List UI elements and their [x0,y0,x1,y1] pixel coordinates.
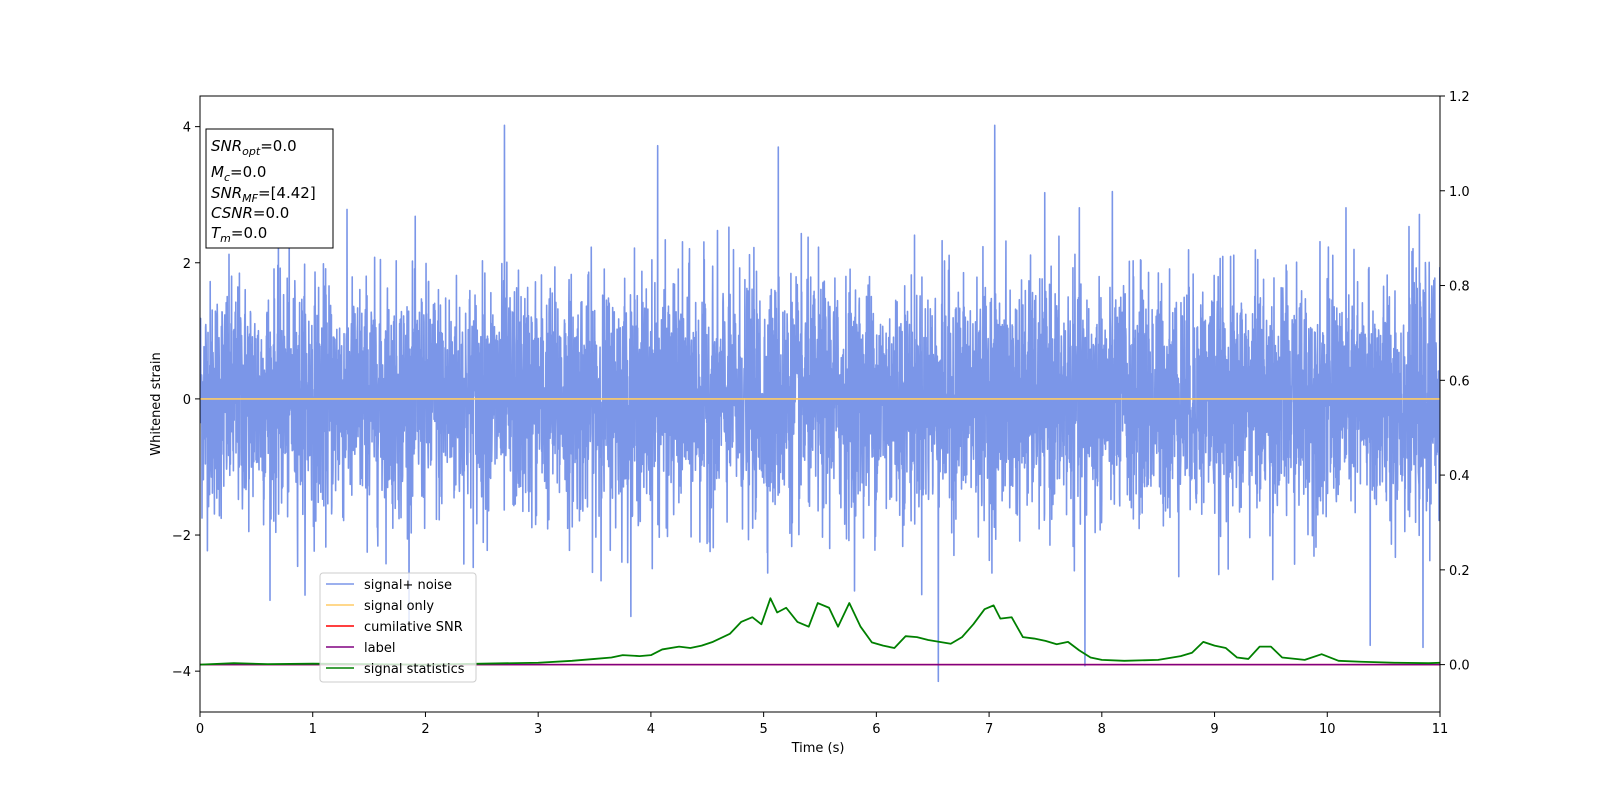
info-mc-value: =0.0 [230,163,266,181]
info-box-frame [205,128,334,249]
info-snr-mf-base: SNR [211,184,242,202]
legend-label-signal-statistics: signal statistics [364,662,465,677]
info-csnr-value: =0.0 [253,204,289,222]
info-csnr-base: CSNR [211,204,253,222]
legend-label-label: label [364,641,395,656]
x-tick-label: 3 [534,722,542,737]
info-snr-opt-sub: opt [242,145,261,158]
y2-tick-label: 0.4 [1449,469,1470,484]
y-axis-label: Whitened strain [149,352,164,455]
info-tm-value: =0.0 [231,224,267,242]
x-axis-label: Time (s) [791,741,845,756]
y2-tick-label: 1.2 [1449,90,1470,105]
x-tick-label: 8 [1098,722,1106,737]
x-tick-label: 0 [196,722,204,737]
x-axis-ticks: 0 1 2 3 4 5 6 7 8 9 10 11 [196,712,1448,737]
y-tick-label: 0 [183,393,191,408]
x-tick-label: 6 [872,722,880,737]
y2-tick-label: 0.0 [1449,659,1470,674]
y2-tick-label: 0.6 [1449,374,1470,389]
y-tick-label: 2 [183,257,191,272]
signal-statistics-line [200,597,1440,666]
x-tick-label: 1 [309,722,317,737]
x-tick-label: 4 [647,722,655,737]
plot-frame [199,95,1441,713]
y2-tick-label: 0.8 [1449,280,1470,295]
y2-tick-label: 1.0 [1449,185,1470,200]
info-csnr: CSNR=0.0 [211,204,289,222]
info-tm: Tm=0.0 [211,224,267,245]
y-tick-label: −2 [172,529,191,544]
info-snr-opt: SNRopt=0.0 [211,137,297,158]
info-snr-mf: SNRMF=[4.42] [211,184,316,205]
x-tick-label: 7 [985,722,993,737]
y2-axis-ticks: 1.2 1.0 0.8 0.6 0.4 0.2 0.0 [1440,90,1470,674]
x-tick-label: 5 [759,722,767,737]
legend-label-signal-only: signal only [364,599,434,614]
info-mc-base: M [211,163,224,181]
info-snr-mf-sub: MF [242,192,258,205]
legend-frame [319,572,477,683]
x-tick-label: 11 [1432,722,1449,737]
y-tick-label: 4 [183,121,191,136]
x-tick-label: 9 [1210,722,1218,737]
legend-label-cumilative-snr: cumilative SNR [364,620,463,635]
info-tm-sub: m [220,232,231,245]
info-snr-opt-base: SNR [211,137,242,155]
legend-label-signal-plus-noise: signal+ noise [364,578,452,593]
series-signal-statistics [200,597,1440,666]
chart-legend: signal+ noise signal only cumilative SNR… [319,572,477,683]
x-tick-label: 10 [1319,722,1336,737]
info-snr-mf-value: =[4.42] [258,184,316,202]
x-tick-label: 2 [421,722,429,737]
info-mc: Mc=0.0 [211,163,266,184]
y-axis-ticks: 4 2 0 −2 −4 [172,121,200,680]
y2-tick-label: 0.2 [1449,564,1470,579]
y-tick-label: −4 [172,665,191,680]
info-snr-opt-value: =0.0 [260,137,296,155]
stats-info-box: SNRopt=0.0 Mc=0.0 SNRMF=[4.42] CSNR=0.0 … [205,128,334,249]
info-mc-sub: c [224,171,230,184]
info-tm-base: T [211,224,222,242]
